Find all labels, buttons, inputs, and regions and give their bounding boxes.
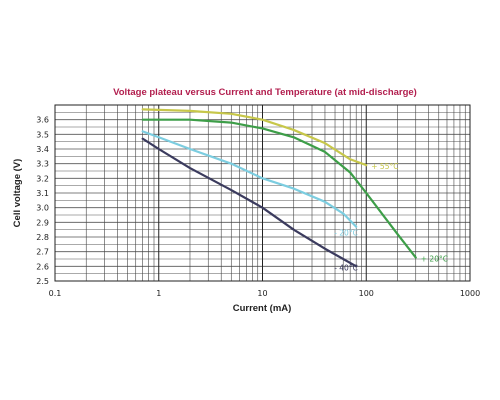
series-line: [141, 108, 368, 167]
series-line: [141, 130, 358, 228]
x-tick-label: 1: [156, 289, 161, 298]
y-axis-label: Cell voltage (V): [12, 159, 23, 228]
y-tick-label: 2.9: [36, 218, 49, 227]
series-labels: + 55°C + 20°C - 20°C - 40°C: [334, 162, 448, 272]
axis-ticks: 0.1 1 10 100 1000 2.5 2.6 2.7 2.8 2.9 3.0 3.1 3.2 3.3…: [36, 116, 480, 298]
y-tick-label: 2.6: [36, 262, 49, 271]
y-tick-label: 3.3: [36, 160, 49, 169]
y-tick-label: 3.1: [36, 189, 49, 198]
series-label: - 20°C: [334, 229, 358, 238]
series-line: [141, 118, 417, 259]
plot-frame: [54, 104, 471, 282]
x-tick-label: 10: [257, 289, 267, 298]
y-tick-label: 3.0: [36, 204, 49, 213]
x-tick-label: 1000: [460, 289, 480, 298]
x-axis-label: Current (mA): [233, 303, 292, 314]
x-tick-label: 0.1: [49, 289, 62, 298]
y-tick-label: 2.7: [36, 248, 49, 257]
series-label: + 20°C: [421, 255, 448, 264]
y-tick-label: 3.4: [36, 145, 49, 154]
x-tick-label: 100: [359, 289, 374, 298]
series-lines: [141, 108, 417, 268]
y-tick-label: 2.5: [36, 277, 49, 286]
chart-title: Voltage plateau versus Current and Tempe…: [113, 87, 417, 98]
grid-lines: [55, 105, 470, 281]
y-tick-label: 2.8: [36, 233, 49, 242]
series-line: [141, 137, 358, 268]
y-tick-label: 3.6: [36, 116, 49, 125]
y-tick-label: 3.5: [36, 130, 49, 139]
series-label: + 55°C: [371, 162, 398, 171]
y-tick-label: 3.2: [36, 174, 49, 183]
series-label: - 40°C: [334, 263, 358, 272]
